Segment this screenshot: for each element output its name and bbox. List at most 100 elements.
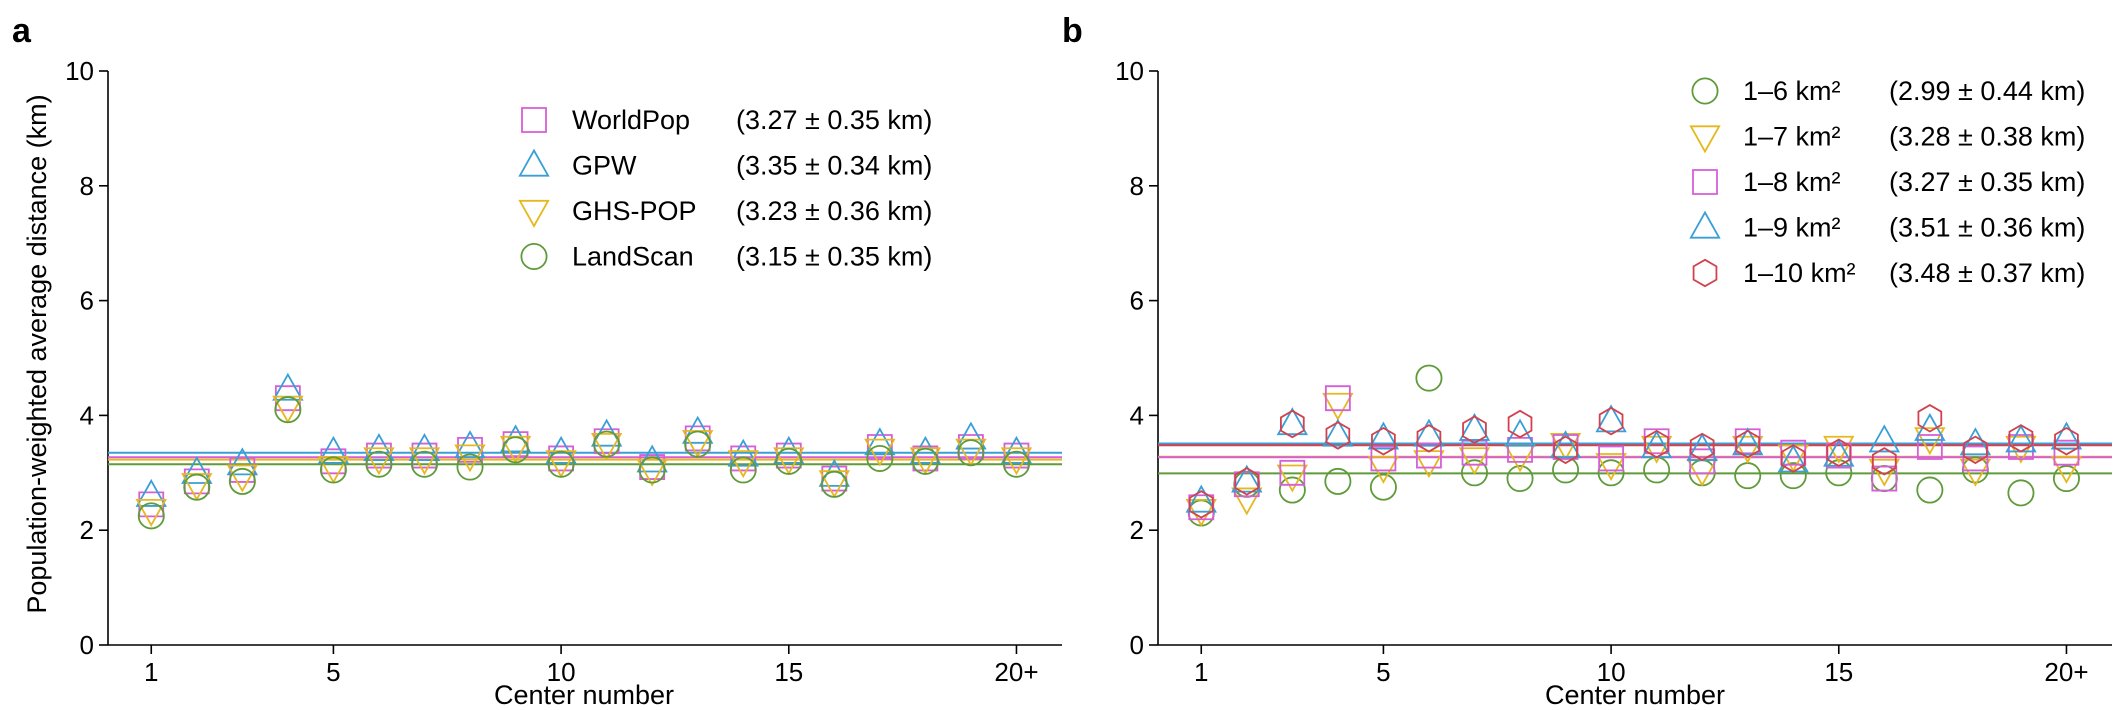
y-tick-label: 10 — [1115, 56, 1144, 86]
x-tick-label: 5 — [326, 657, 340, 687]
data-point — [229, 457, 256, 483]
data-point — [319, 456, 347, 484]
legend-marker — [1692, 258, 1718, 288]
legend-stat: (3.28 ± 0.38 km) — [1889, 122, 2085, 152]
data-point — [1367, 421, 1400, 450]
data-point — [456, 453, 484, 481]
mean-lines — [1158, 442, 2112, 475]
data-point — [2007, 479, 2035, 507]
y-tick-label: 10 — [65, 56, 94, 86]
data-point — [1734, 462, 1762, 490]
legend-stat: (3.27 ± 0.35 km) — [736, 105, 932, 135]
data-point — [1779, 462, 1807, 490]
data-point — [1185, 484, 1217, 513]
data-point — [1371, 426, 1396, 456]
data-point — [1595, 404, 1627, 433]
data-point — [1549, 433, 1582, 461]
legend-marker — [521, 107, 547, 133]
data-point — [135, 499, 167, 527]
legend-stat: (3.27 ± 0.35 km) — [1889, 167, 2085, 197]
data-point — [638, 456, 666, 484]
data-point — [2052, 465, 2080, 493]
data-point — [727, 450, 759, 479]
legend-label: 1–8 km² — [1743, 167, 1841, 197]
data-point — [410, 450, 438, 478]
data-point — [1916, 476, 1944, 504]
y-axis-title: Population-weighted average distance (km… — [22, 94, 52, 613]
data-point — [1916, 434, 1943, 460]
data-point — [1233, 470, 1261, 498]
data-point — [408, 447, 441, 476]
y-tick-label: 8 — [80, 171, 94, 201]
data-point — [1322, 418, 1354, 447]
data-point — [1959, 458, 1992, 487]
data-point — [1231, 487, 1263, 516]
y-tick-label: 2 — [1130, 515, 1144, 545]
legend-label: GPW — [572, 151, 637, 181]
data-point — [135, 478, 167, 507]
data-point — [274, 396, 302, 424]
y-tick-label: 6 — [80, 286, 94, 316]
x-tick-label: 5 — [1376, 657, 1390, 687]
data-point — [1689, 432, 1715, 462]
x-ticks: 1 5 10 15 20+ — [1194, 645, 2089, 687]
data-point — [684, 425, 711, 452]
legend-label: GHS-POP — [572, 196, 697, 226]
y-tick-label: 2 — [80, 515, 94, 545]
data-point — [548, 445, 574, 472]
data-point — [1598, 406, 1624, 436]
data-point — [1415, 364, 1443, 392]
legend-marker — [1691, 77, 1719, 105]
data-point — [1868, 424, 1901, 453]
data-point — [1279, 459, 1306, 486]
x-axis-title: Center number — [494, 680, 674, 710]
data-point — [1553, 435, 1578, 465]
x-tick-label: 10 — [547, 657, 576, 687]
data-point — [1458, 447, 1491, 476]
data-point — [1000, 447, 1033, 476]
data-point — [317, 435, 350, 464]
legend-marker — [520, 242, 548, 270]
data-point — [1549, 430, 1582, 459]
data-point — [820, 470, 848, 498]
legend-label: 1–9 km² — [1743, 213, 1841, 243]
data-point — [1369, 473, 1397, 501]
data-points — [1185, 364, 2083, 527]
data-point — [1552, 456, 1580, 484]
data-point — [1324, 467, 1352, 495]
data-point — [1462, 415, 1487, 444]
data-point — [1732, 435, 1764, 464]
legend: 1–6 km² (2.99 ± 0.44 km) 1–7 km² (3.28 ± 0.… — [1689, 76, 2085, 288]
data-point — [1276, 407, 1309, 436]
data-point — [1735, 429, 1761, 459]
data-point — [1871, 465, 1898, 492]
data-point — [866, 434, 893, 460]
legend-label: 1–6 km² — [1743, 76, 1841, 106]
data-point — [1504, 418, 1536, 447]
panel-letter-a: a — [12, 12, 32, 50]
data-point — [636, 458, 668, 487]
data-point — [1506, 465, 1534, 493]
data-point — [821, 465, 848, 492]
data-point — [1002, 450, 1030, 478]
data-point — [1780, 444, 1806, 473]
data-point — [183, 473, 211, 501]
data-point — [1868, 458, 1901, 487]
data-point — [1689, 448, 1716, 475]
data-point — [593, 430, 621, 458]
data-point — [1278, 476, 1306, 504]
data-point — [2053, 439, 2080, 466]
data-point — [2008, 424, 2034, 453]
data-point — [1917, 404, 1943, 433]
data-point — [1280, 409, 1305, 439]
y-tick-label: 4 — [80, 400, 94, 430]
data-point — [137, 502, 165, 530]
data-point — [593, 428, 620, 455]
data-point — [1416, 442, 1442, 469]
data-point — [272, 372, 304, 401]
y-tick-label: 8 — [1130, 171, 1144, 201]
data-point — [729, 456, 757, 484]
data-point — [1325, 421, 1351, 450]
data-point — [1734, 428, 1761, 455]
